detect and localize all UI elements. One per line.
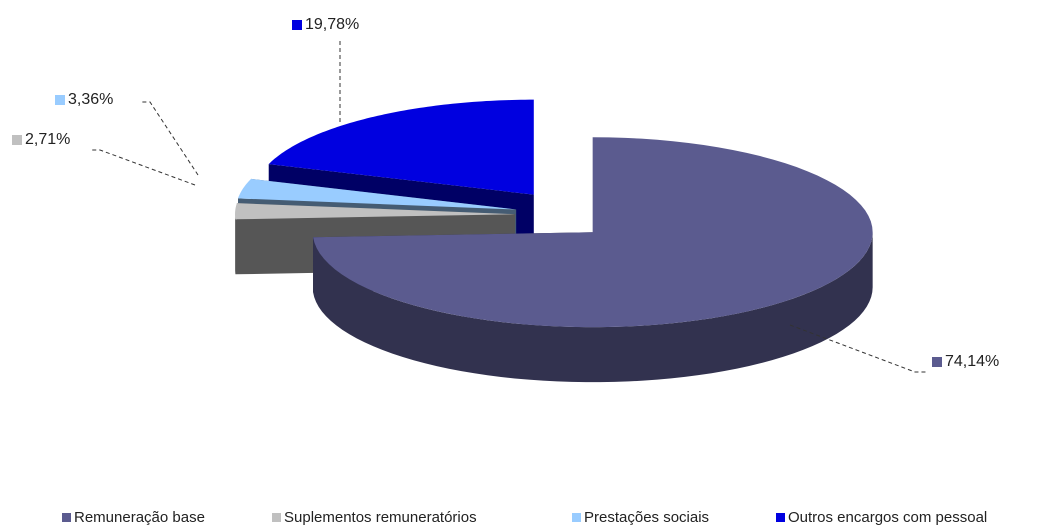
slice — [313, 137, 873, 328]
leader-line — [789, 324, 927, 373]
legend-label: Prestações sociais — [584, 509, 709, 526]
slice — [238, 178, 517, 210]
leader-line — [90, 149, 196, 186]
data-label: 2,71% — [25, 131, 70, 148]
data-label: 74,14% — [945, 353, 999, 370]
leader-line — [140, 101, 199, 176]
label-marker — [292, 20, 302, 30]
legend-marker — [272, 513, 281, 522]
data-label: 3,36% — [68, 91, 113, 108]
legend-marker — [776, 513, 785, 522]
slice-side — [313, 232, 873, 383]
data-label: 19,78% — [305, 16, 359, 33]
legend-label: Outros encargos com pessoal — [788, 509, 987, 526]
label-marker — [932, 357, 942, 367]
legend-label: Suplementos remuneratórios — [284, 509, 477, 526]
slice — [268, 99, 534, 195]
label-marker — [55, 95, 65, 105]
label-marker — [12, 135, 22, 145]
slice — [235, 203, 516, 220]
legend-marker — [572, 513, 581, 522]
legend-marker — [62, 513, 71, 522]
legend-label: Remuneração base — [74, 509, 205, 526]
